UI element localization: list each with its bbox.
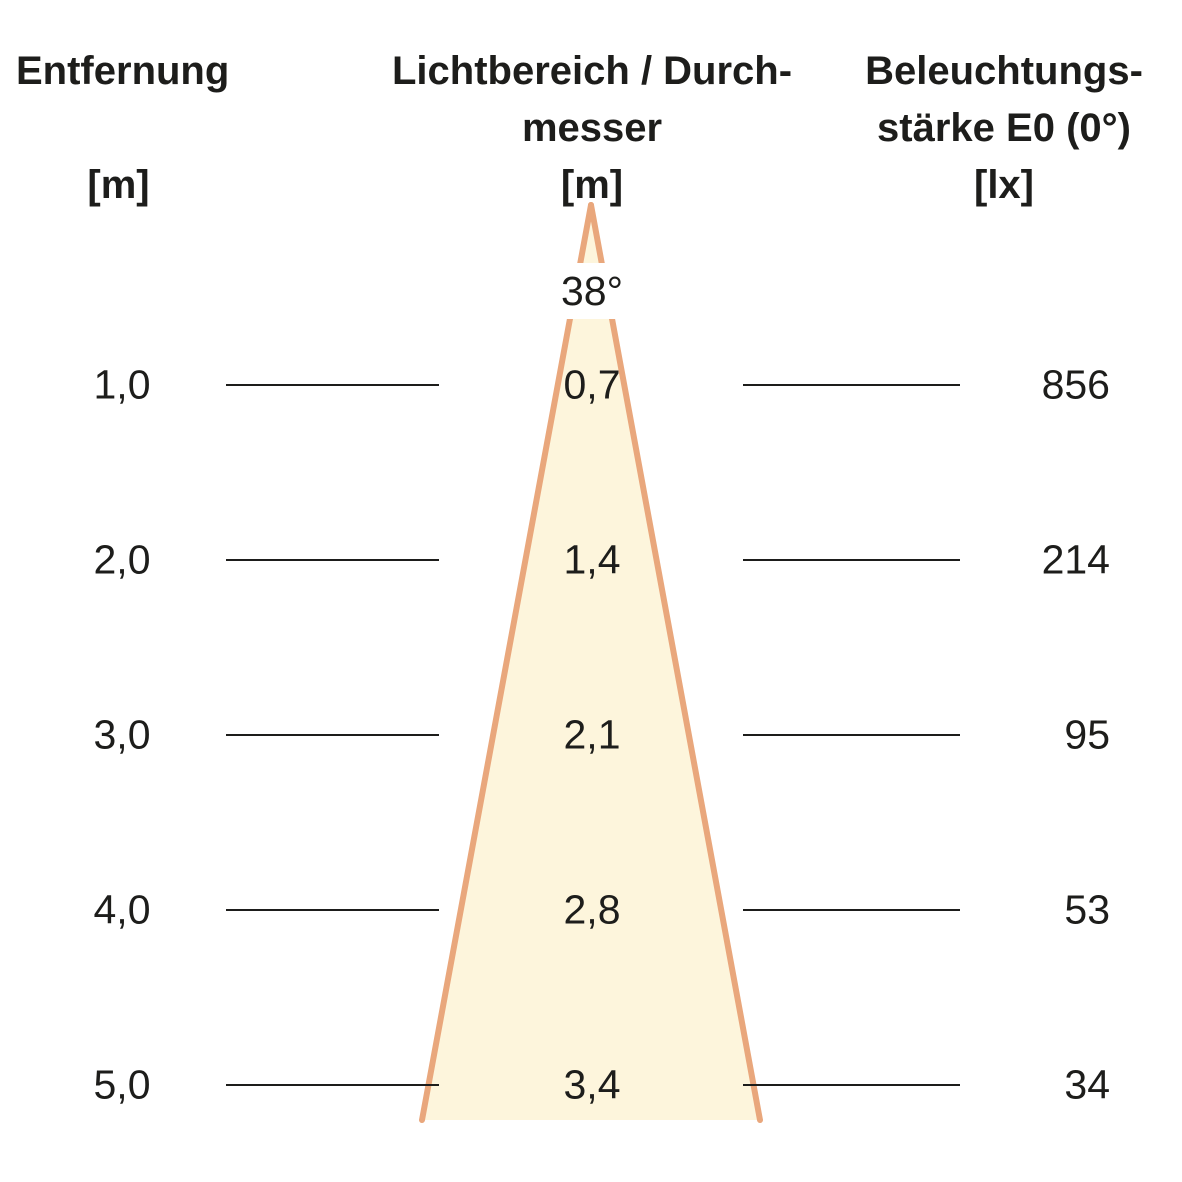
column-title: Entfernung	[16, 49, 230, 93]
column-header-diameter: Lichtbereich / Durch- messer [m]	[392, 43, 792, 214]
distance-value: 1,0	[93, 361, 151, 408]
beam-cone-left-edge	[419, 202, 594, 1123]
distance-value: 5,0	[93, 1061, 151, 1108]
diameter-value: 0,7	[563, 361, 621, 408]
illuminance-value: 95	[1064, 711, 1110, 758]
column-unit: [m]	[560, 163, 624, 207]
illuminance-value: 856	[1041, 361, 1110, 408]
beam-cone-right-edge	[588, 202, 763, 1123]
column-header-illuminance: Beleuchtungs- stärke E0 (0°) [lx]	[854, 43, 1154, 214]
illuminance-value: 214	[1041, 536, 1110, 583]
diameter-value: 2,1	[563, 711, 621, 758]
column-title-line2: messer	[521, 106, 663, 150]
column-title: Lichtbereich / Durch-	[392, 49, 793, 93]
distance-value: 4,0	[93, 886, 151, 933]
column-title: Beleuchtungs-	[865, 49, 1143, 93]
beam-angle-label: 38°	[535, 263, 649, 319]
row-leader-lines	[226, 384, 960, 1086]
illuminance-value: 34	[1064, 1061, 1110, 1108]
column-title-line2: stärke E0 (0°)	[877, 106, 1131, 150]
diameter-value: 1,4	[563, 536, 621, 583]
illuminance-value: 53	[1064, 886, 1110, 933]
distance-value: 3,0	[93, 711, 151, 758]
distance-value: 2,0	[93, 536, 151, 583]
column-header-distance: Entfernung [m]	[16, 43, 230, 214]
diameter-value: 3,4	[563, 1061, 621, 1108]
column-title-line2	[16, 100, 221, 157]
diameter-value: 2,8	[563, 886, 621, 933]
column-unit: [m]	[87, 163, 150, 207]
column-unit: [lx]	[974, 163, 1034, 207]
beam-cone-fill	[422, 205, 760, 1120]
